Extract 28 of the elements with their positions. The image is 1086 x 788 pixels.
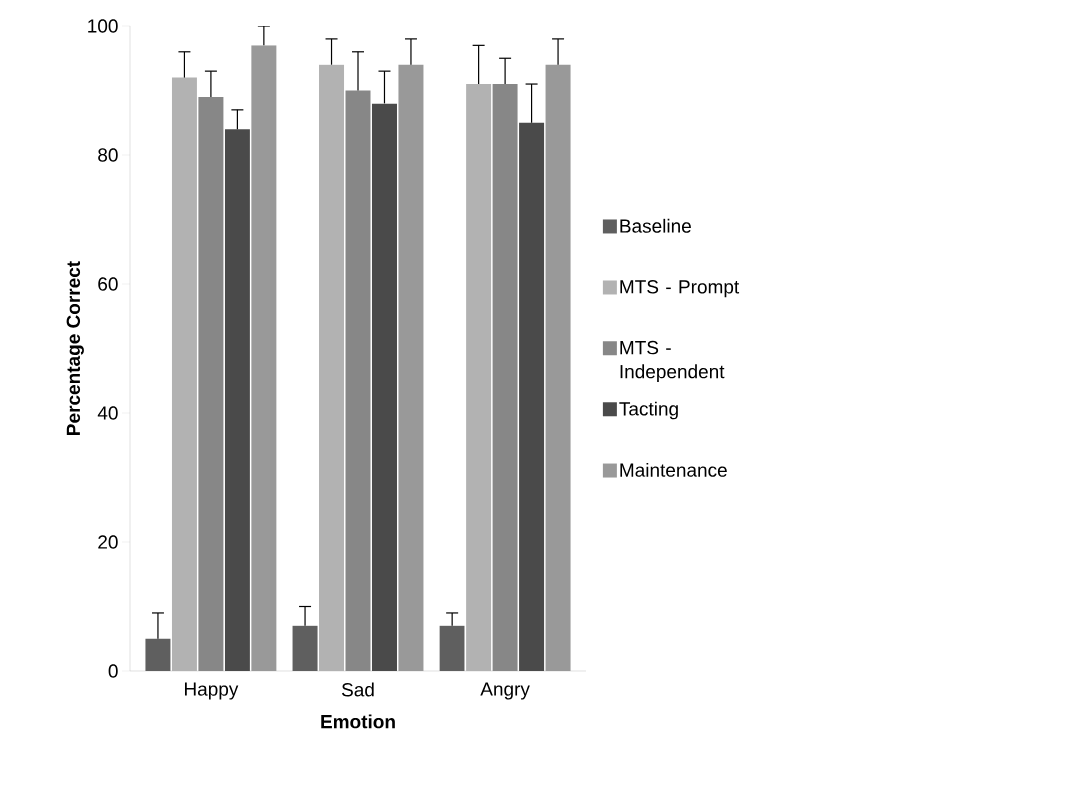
y-tick-label: 100 bbox=[88, 19, 118, 33]
x-tick-label: Angry bbox=[480, 682, 530, 700]
y-tick-label: 60 bbox=[98, 277, 118, 291]
bar bbox=[519, 122, 545, 671]
legend-label: MTS - Independent bbox=[620, 340, 725, 383]
bar bbox=[439, 625, 465, 671]
y-tick-label: 20 bbox=[98, 535, 118, 549]
legend-label: Tacting bbox=[619, 401, 678, 420]
bar bbox=[251, 45, 277, 671]
legend-label: MTS - Prompt bbox=[620, 280, 740, 298]
y-axis-title: Percentage Correct bbox=[66, 261, 84, 435]
bar bbox=[345, 90, 371, 671]
bar bbox=[292, 625, 318, 671]
bar bbox=[145, 638, 171, 671]
bar bbox=[398, 64, 424, 671]
legend-label: Baseline bbox=[620, 218, 691, 233]
y-tick-label: 0 bbox=[108, 664, 118, 678]
y-tick-label: 80 bbox=[98, 148, 118, 162]
bar bbox=[492, 84, 518, 671]
x-axis-title: Emotion bbox=[321, 714, 395, 729]
legend-label: Maintenance bbox=[620, 462, 727, 477]
y-tick-label: 40 bbox=[97, 406, 118, 420]
bar bbox=[224, 129, 250, 671]
x-tick-label: Happy bbox=[185, 682, 239, 700]
bar bbox=[371, 103, 397, 671]
bar bbox=[198, 96, 224, 671]
x-tick-label: Sad bbox=[341, 682, 374, 697]
bar bbox=[545, 64, 571, 671]
